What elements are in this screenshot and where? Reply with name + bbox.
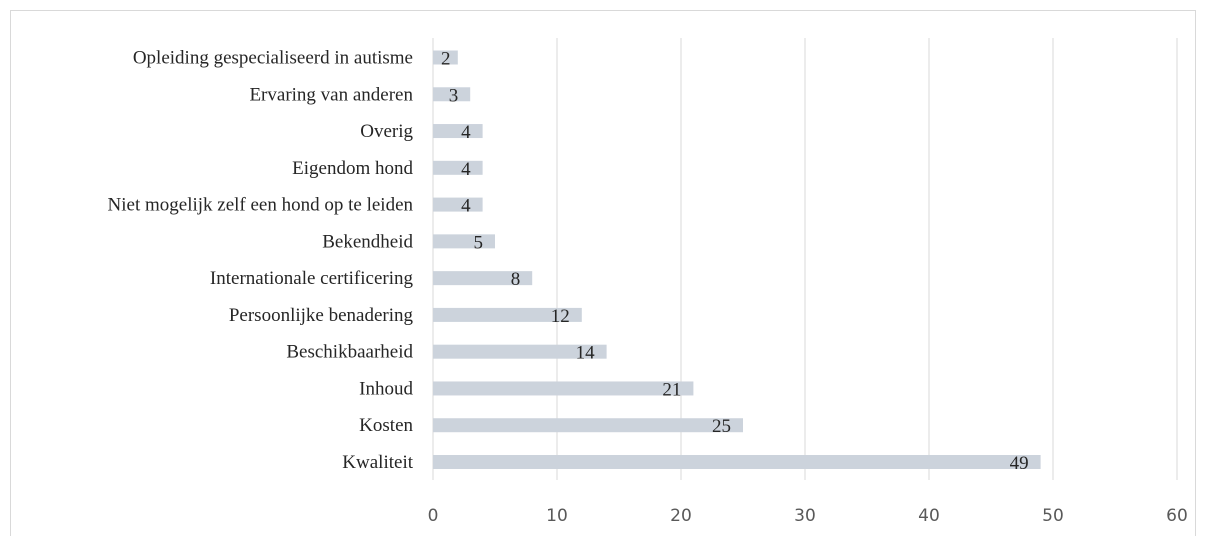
category-label-1: Ervaring van anderen: [249, 84, 413, 105]
x-tick-label-60: 60: [1166, 506, 1188, 526]
bar-7: [433, 307, 582, 322]
bars: [433, 50, 1041, 469]
category-label-11: Kwaliteit: [342, 452, 413, 473]
category-label-5: Bekendheid: [322, 231, 413, 252]
x-tick-label-30: 30: [794, 506, 816, 526]
bar-11: [433, 455, 1041, 469]
category-label-0: Opleiding gespecialiseerd in autisme: [133, 48, 413, 69]
data-label-0: 2: [441, 49, 451, 70]
bar-0: [433, 50, 458, 65]
category-label-7: Persoonlijke benadering: [229, 305, 414, 326]
data-label-6: 8: [511, 269, 521, 290]
category-labels: Opleiding gespecialiseerd in autisme Erva…: [108, 48, 414, 474]
x-axis-tick-labels: 0 10 20 30 40 50 60: [428, 506, 1188, 526]
bar-3: [433, 160, 483, 175]
bar-9: [433, 381, 694, 396]
data-label-5: 5: [474, 232, 484, 253]
x-tick-label-0: 0: [428, 506, 439, 526]
x-tick-label-20: 20: [670, 506, 692, 526]
category-label-8: Beschikbaarheid: [286, 342, 413, 363]
data-label-8: 14: [576, 343, 596, 364]
bar-4: [433, 197, 483, 212]
data-label-7: 12: [551, 306, 570, 327]
data-label-9: 21: [662, 379, 681, 400]
bar-6: [433, 271, 533, 286]
chart-frame: [10, 10, 1196, 536]
x-tick-label-40: 40: [918, 506, 940, 526]
gridlines: [432, 38, 1178, 480]
category-label-6: Internationale certificering: [210, 268, 414, 289]
data-label-4: 4: [461, 196, 471, 217]
data-label-10: 25: [712, 416, 731, 437]
bar-10: [433, 418, 743, 433]
data-label-3: 4: [461, 159, 471, 180]
bar-8: [433, 344, 607, 359]
category-label-4: Niet mogelijk zelf een hond op te leiden: [108, 195, 414, 216]
bar-1: [433, 87, 471, 102]
data-label-2: 4: [461, 122, 471, 143]
x-tick-label-10: 10: [546, 506, 568, 526]
category-label-2: Overig: [360, 121, 413, 142]
bar-5: [433, 234, 495, 249]
bar-2: [433, 124, 483, 139]
category-label-10: Kosten: [359, 415, 413, 436]
category-label-9: Inhoud: [359, 378, 413, 399]
category-label-3: Eigendom hond: [292, 158, 413, 179]
data-label-1: 3: [449, 85, 459, 106]
data-label-11: 49: [1010, 453, 1029, 474]
x-tick-label-50: 50: [1042, 506, 1064, 526]
